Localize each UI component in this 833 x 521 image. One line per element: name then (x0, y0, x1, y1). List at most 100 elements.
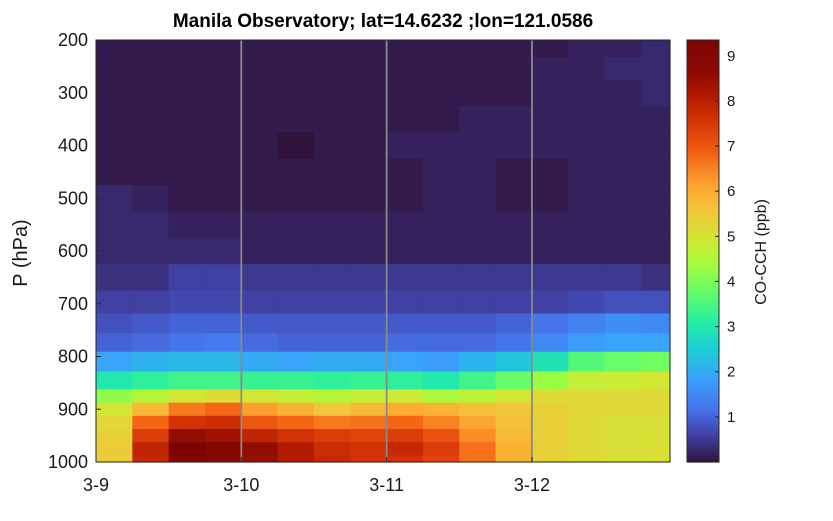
colorbar-segment (687, 447, 719, 453)
heatmap-cell (386, 455, 424, 463)
heatmap-cell (422, 402, 460, 417)
heatmap-cell (422, 351, 460, 373)
heatmap-cell (277, 79, 315, 107)
heatmap-cell (640, 57, 671, 81)
colorbar-segment (687, 156, 719, 161)
heatmap-cell (422, 442, 460, 457)
heatmap-cell (531, 237, 569, 265)
heatmap-cell (640, 132, 671, 160)
heatmap-cell (241, 105, 279, 133)
heatmap-cell (96, 429, 133, 443)
heatmap-cell (241, 290, 279, 315)
heatmap-cell (640, 402, 671, 417)
colorbar-segment (687, 296, 719, 301)
colorbar-segment (687, 145, 719, 150)
heatmap-cell (568, 79, 606, 107)
heatmap-cell (386, 371, 424, 391)
heatmap-cell (313, 105, 351, 133)
heatmap-cell (495, 351, 533, 373)
colorbar-segment (687, 402, 719, 407)
heatmap-cell (568, 442, 606, 457)
heatmap-cell (568, 290, 606, 315)
colorbar-segment (687, 240, 719, 245)
heatmap-cell (132, 158, 170, 186)
heatmap-cell (96, 185, 133, 213)
heatmap-cell (640, 442, 671, 457)
heatmap-cell (313, 79, 351, 107)
heatmap-cell (459, 290, 497, 315)
y-tick-label: 400 (58, 136, 88, 156)
heatmap-cell (168, 79, 206, 107)
heatmap-cell (604, 333, 642, 353)
colorbar-segment (687, 120, 719, 125)
heatmap-cell (277, 313, 315, 334)
colorbar-segment (687, 251, 719, 256)
heatmap-cell (604, 57, 642, 81)
heatmap-cell (132, 57, 170, 81)
colorbar-segment (687, 219, 719, 224)
heatmap-cell (531, 333, 569, 353)
heatmap-cell (204, 105, 242, 133)
heatmap-cell (459, 371, 497, 391)
heatmap-cell (168, 158, 206, 186)
heatmap-cell (96, 79, 133, 107)
heatmap-cell (568, 185, 606, 213)
colorbar-segment (687, 381, 719, 386)
heatmap-cell (459, 158, 497, 186)
heatmap-cell (277, 185, 315, 213)
colorbar-tick-label: 9 (727, 48, 735, 65)
colorbar-segment (687, 78, 719, 83)
colorbar-segment (687, 416, 719, 421)
heatmap-cell (241, 264, 279, 292)
heatmap-cell (640, 40, 671, 58)
heatmap-cell (422, 333, 460, 353)
heatmap-cell (132, 455, 170, 463)
heatmap-cell (640, 455, 671, 463)
heatmap-cell (604, 442, 642, 457)
heatmap-cell (132, 371, 170, 391)
heatmap-cell (459, 313, 497, 334)
heatmap-cell (241, 333, 279, 353)
heatmap-cell (132, 185, 170, 213)
colorbar-segment (687, 430, 719, 435)
heatmap-cell (132, 40, 170, 58)
heatmap-cell (168, 290, 206, 315)
heatmap-cell (241, 371, 279, 391)
heatmap-cell (568, 313, 606, 334)
heatmap-cell (96, 264, 133, 292)
heatmap-cell (350, 333, 388, 353)
colorbar-segment (687, 152, 719, 157)
heatmap-cell (459, 389, 497, 404)
heatmap-cell (241, 429, 279, 443)
colorbar-segment (687, 124, 719, 129)
x-tick-label: 3-12 (514, 475, 550, 495)
colorbar-segment (687, 419, 719, 424)
colorbar-segment (687, 177, 719, 182)
heatmap-cell (132, 237, 170, 265)
heatmap-cell (313, 455, 351, 463)
heatmap-cell (531, 264, 569, 292)
heatmap-cell (96, 40, 133, 58)
heatmap-cell (531, 57, 569, 81)
y-tick-label: 1000 (48, 452, 88, 472)
heatmap-cell (350, 237, 388, 265)
heatmap-cell (568, 264, 606, 292)
heatmap-cell (386, 211, 424, 239)
heatmap-cell (204, 40, 242, 58)
heatmap-cell (386, 429, 424, 443)
heatmap-cell (96, 211, 133, 239)
colorbar-segment (687, 113, 719, 118)
heatmap-cell (531, 158, 569, 186)
heatmap-cell (277, 415, 315, 430)
colorbar-segment (687, 215, 719, 220)
heatmap-cell (96, 313, 133, 334)
colorbar-segment (687, 184, 719, 189)
colorbar-segment (687, 198, 719, 203)
colorbar-segment (687, 433, 719, 438)
heatmap-cell (422, 237, 460, 265)
heatmap-cell (568, 429, 606, 443)
colorbar-segment (687, 64, 719, 69)
colorbar-tick-label: 4 (727, 273, 735, 290)
heatmap-cell (459, 415, 497, 430)
heatmap-cell (568, 158, 606, 186)
